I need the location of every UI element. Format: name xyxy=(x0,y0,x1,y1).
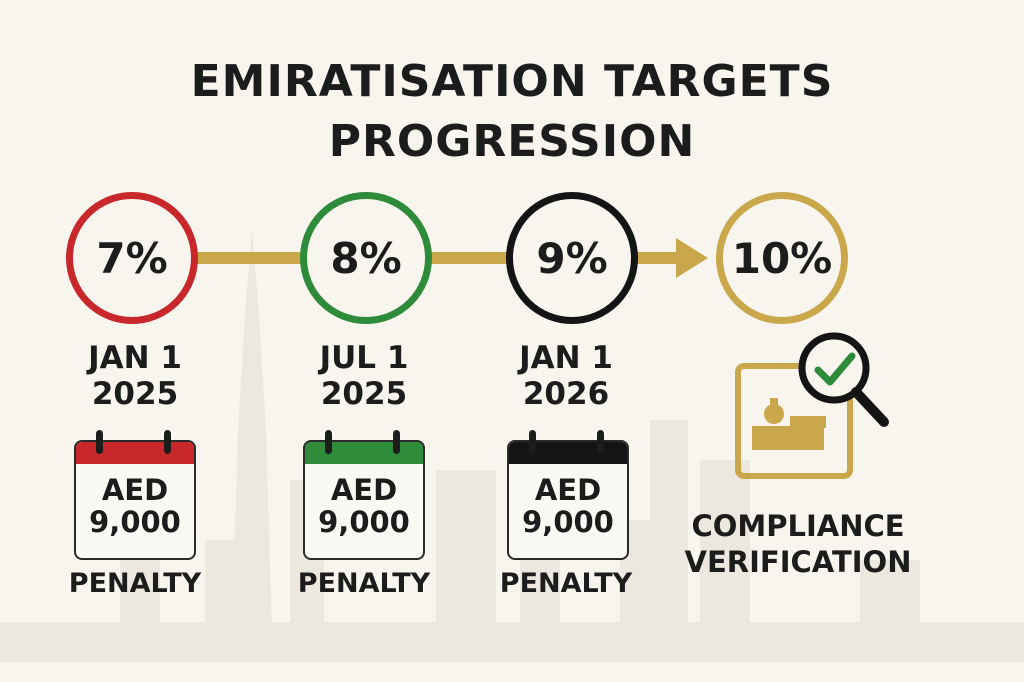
calendar-ring xyxy=(164,430,171,454)
penalty-amount: AED 9,000 xyxy=(318,473,410,539)
calendar-ring xyxy=(325,430,332,454)
page-title: EMIRATISATION TARGETS PROGRESSION xyxy=(0,52,1024,172)
calendar-icon: AED 9,000 xyxy=(303,430,425,560)
penalty-label: PENALTY xyxy=(297,568,431,599)
penalty-amount: AED 9,000 xyxy=(89,473,181,539)
penalty-label: PENALTY xyxy=(499,568,633,599)
connector-3 xyxy=(628,252,680,264)
milestone-date: JUL 1 2025 xyxy=(319,340,409,412)
calendar-header xyxy=(509,442,627,464)
title-line-1: EMIRATISATION TARGETS xyxy=(190,56,834,107)
connector-2 xyxy=(420,252,512,264)
target-circle-9: 9% xyxy=(506,192,638,324)
calendar-icon: AED 9,000 xyxy=(74,430,196,560)
milestone-date: JAN 1 2026 xyxy=(519,340,613,412)
checkmark-icon xyxy=(814,352,856,386)
arrow-head xyxy=(676,238,708,278)
calendar-ring xyxy=(96,430,103,454)
title-line-2: PROGRESSION xyxy=(328,116,696,167)
calendar-icon: AED 9,000 xyxy=(507,430,629,560)
target-percent: 9% xyxy=(536,233,608,283)
calendar-header xyxy=(76,442,194,464)
penalty-amount: AED 9,000 xyxy=(522,473,614,539)
connector-1 xyxy=(188,252,306,264)
magnifier-icon xyxy=(798,332,889,427)
target-percent: 10% xyxy=(731,233,833,283)
compliance-verification-icon xyxy=(735,332,889,479)
penalty-label: PENALTY xyxy=(68,568,202,599)
calendar-header xyxy=(305,442,423,464)
milestone-date: JAN 1 2025 xyxy=(88,340,182,412)
calendar-ring xyxy=(393,430,400,454)
calendar-ring xyxy=(597,430,604,454)
compliance-verification-label: COMPLIANCE VERIFICATION xyxy=(684,509,912,579)
compliance-document-icon xyxy=(735,363,853,479)
calendar-ring xyxy=(529,430,536,454)
target-percent: 7% xyxy=(96,233,168,283)
target-circle-8: 8% xyxy=(300,192,432,324)
target-circle-10: 10% xyxy=(716,192,848,324)
target-percent: 8% xyxy=(330,233,402,283)
target-circle-7: 7% xyxy=(66,192,198,324)
